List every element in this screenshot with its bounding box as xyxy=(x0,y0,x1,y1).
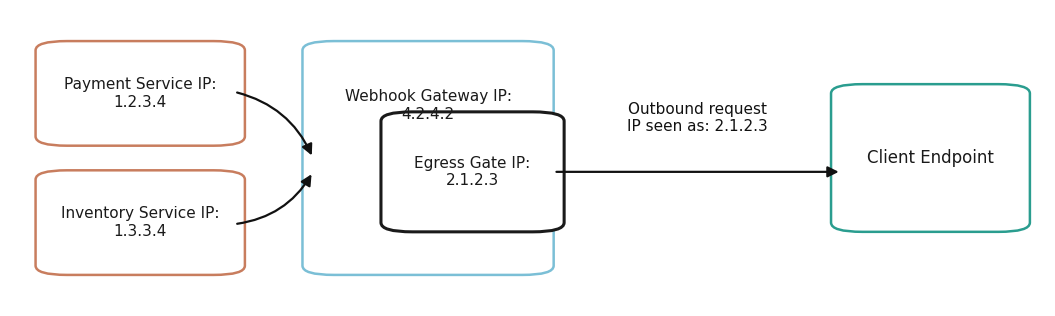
Text: Client Endpoint: Client Endpoint xyxy=(867,149,994,167)
FancyBboxPatch shape xyxy=(36,170,245,275)
Text: Webhook Gateway IP:
4.2.4.2: Webhook Gateway IP: 4.2.4.2 xyxy=(345,89,512,122)
Text: Outbound request
IP seen as: 2.1.2.3: Outbound request IP seen as: 2.1.2.3 xyxy=(627,102,767,134)
Text: Egress Gate IP:
2.1.2.3: Egress Gate IP: 2.1.2.3 xyxy=(415,156,531,188)
FancyBboxPatch shape xyxy=(303,41,554,275)
FancyBboxPatch shape xyxy=(36,41,245,146)
FancyBboxPatch shape xyxy=(831,84,1030,232)
Text: Payment Service IP:
1.2.3.4: Payment Service IP: 1.2.3.4 xyxy=(64,77,216,110)
Text: Inventory Service IP:
1.3.3.4: Inventory Service IP: 1.3.3.4 xyxy=(61,206,219,239)
FancyBboxPatch shape xyxy=(381,112,564,232)
